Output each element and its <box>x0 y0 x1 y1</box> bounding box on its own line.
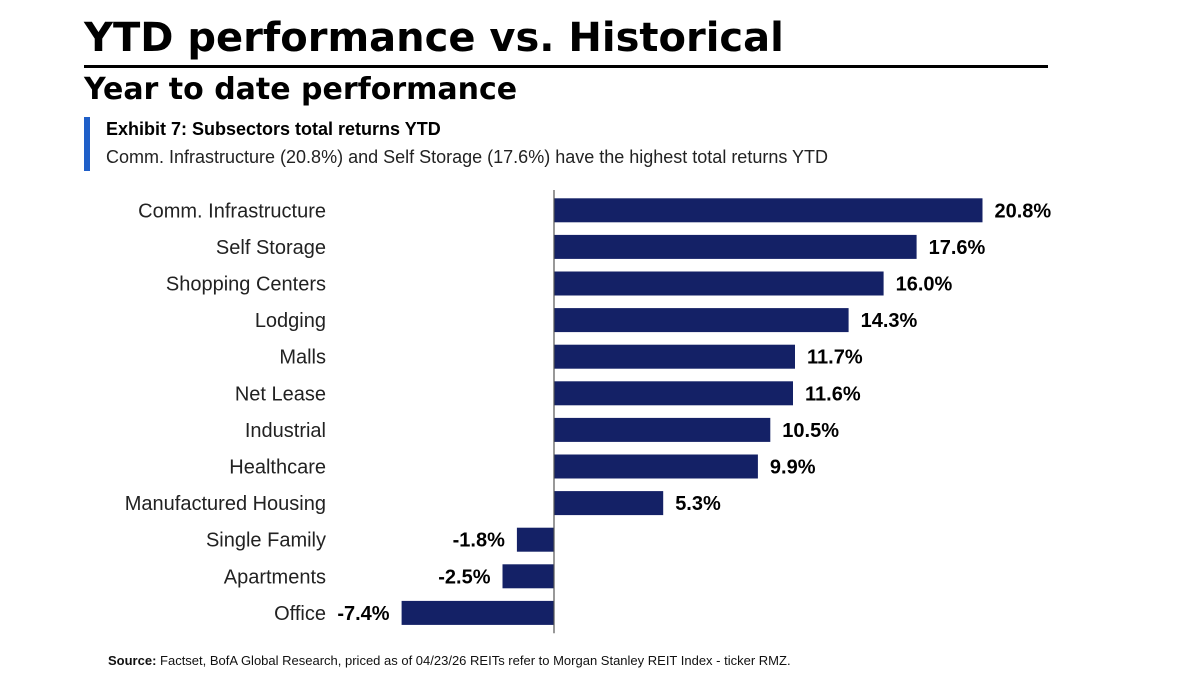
bar-9 <box>516 527 554 552</box>
page-subtitle: Year to date performance <box>84 72 518 107</box>
data-label: -7.4% <box>337 603 389 625</box>
page-title: YTD performance vs. Historical <box>84 15 784 61</box>
bar-11 <box>401 600 554 625</box>
category-label: Office <box>274 603 326 625</box>
returns-bar-chart: Comm. Infrastructure 20.8% Self Storage 17.… <box>125 190 1052 634</box>
bar-1 <box>554 234 917 259</box>
data-label: 20.8% <box>995 200 1052 222</box>
data-label: 10.5% <box>782 420 839 442</box>
source-note: Source: Factset, BofA Global Research, p… <box>108 652 791 670</box>
source-label: Source: <box>108 653 157 668</box>
category-label: Lodging <box>255 310 326 332</box>
bar-7 <box>554 454 758 479</box>
data-label: 14.3% <box>861 310 918 332</box>
data-label: 16.0% <box>896 274 953 296</box>
exhibit-accent-bar <box>84 117 90 171</box>
bar-10 <box>502 564 554 589</box>
category-label: Malls <box>279 347 326 369</box>
exhibit-description: Comm. Infrastructure (20.8%) and Self St… <box>106 147 829 167</box>
data-label: 11.6% <box>805 383 861 405</box>
title-divider <box>84 65 1048 68</box>
category-label: Industrial <box>245 420 326 442</box>
data-label: -1.8% <box>453 530 505 552</box>
data-label: 5.3% <box>675 493 721 515</box>
data-label: 11.7% <box>807 347 863 369</box>
bar-5 <box>554 381 793 406</box>
data-label: 9.9% <box>770 457 816 479</box>
category-label: Apartments <box>224 566 326 588</box>
category-label: Self Storage <box>216 237 326 259</box>
bar-3 <box>554 308 849 333</box>
category-label: Comm. Infrastructure <box>138 200 326 222</box>
category-label: Single Family <box>206 530 326 552</box>
category-label: Healthcare <box>229 457 326 479</box>
bar-6 <box>554 417 771 442</box>
category-label: Shopping Centers <box>166 274 326 296</box>
data-label: -2.5% <box>438 566 490 588</box>
category-label: Net Lease <box>235 383 326 405</box>
bar-8 <box>554 491 664 516</box>
data-label: 17.6% <box>929 237 986 259</box>
exhibit-title: Exhibit 7: Subsectors total returns YTD <box>106 119 441 139</box>
bar-2 <box>554 271 884 296</box>
source-text: Factset, BofA Global Research, priced as… <box>156 653 791 668</box>
bar-4 <box>554 344 795 369</box>
category-label: Manufactured Housing <box>125 493 326 515</box>
bar-0 <box>554 198 983 223</box>
